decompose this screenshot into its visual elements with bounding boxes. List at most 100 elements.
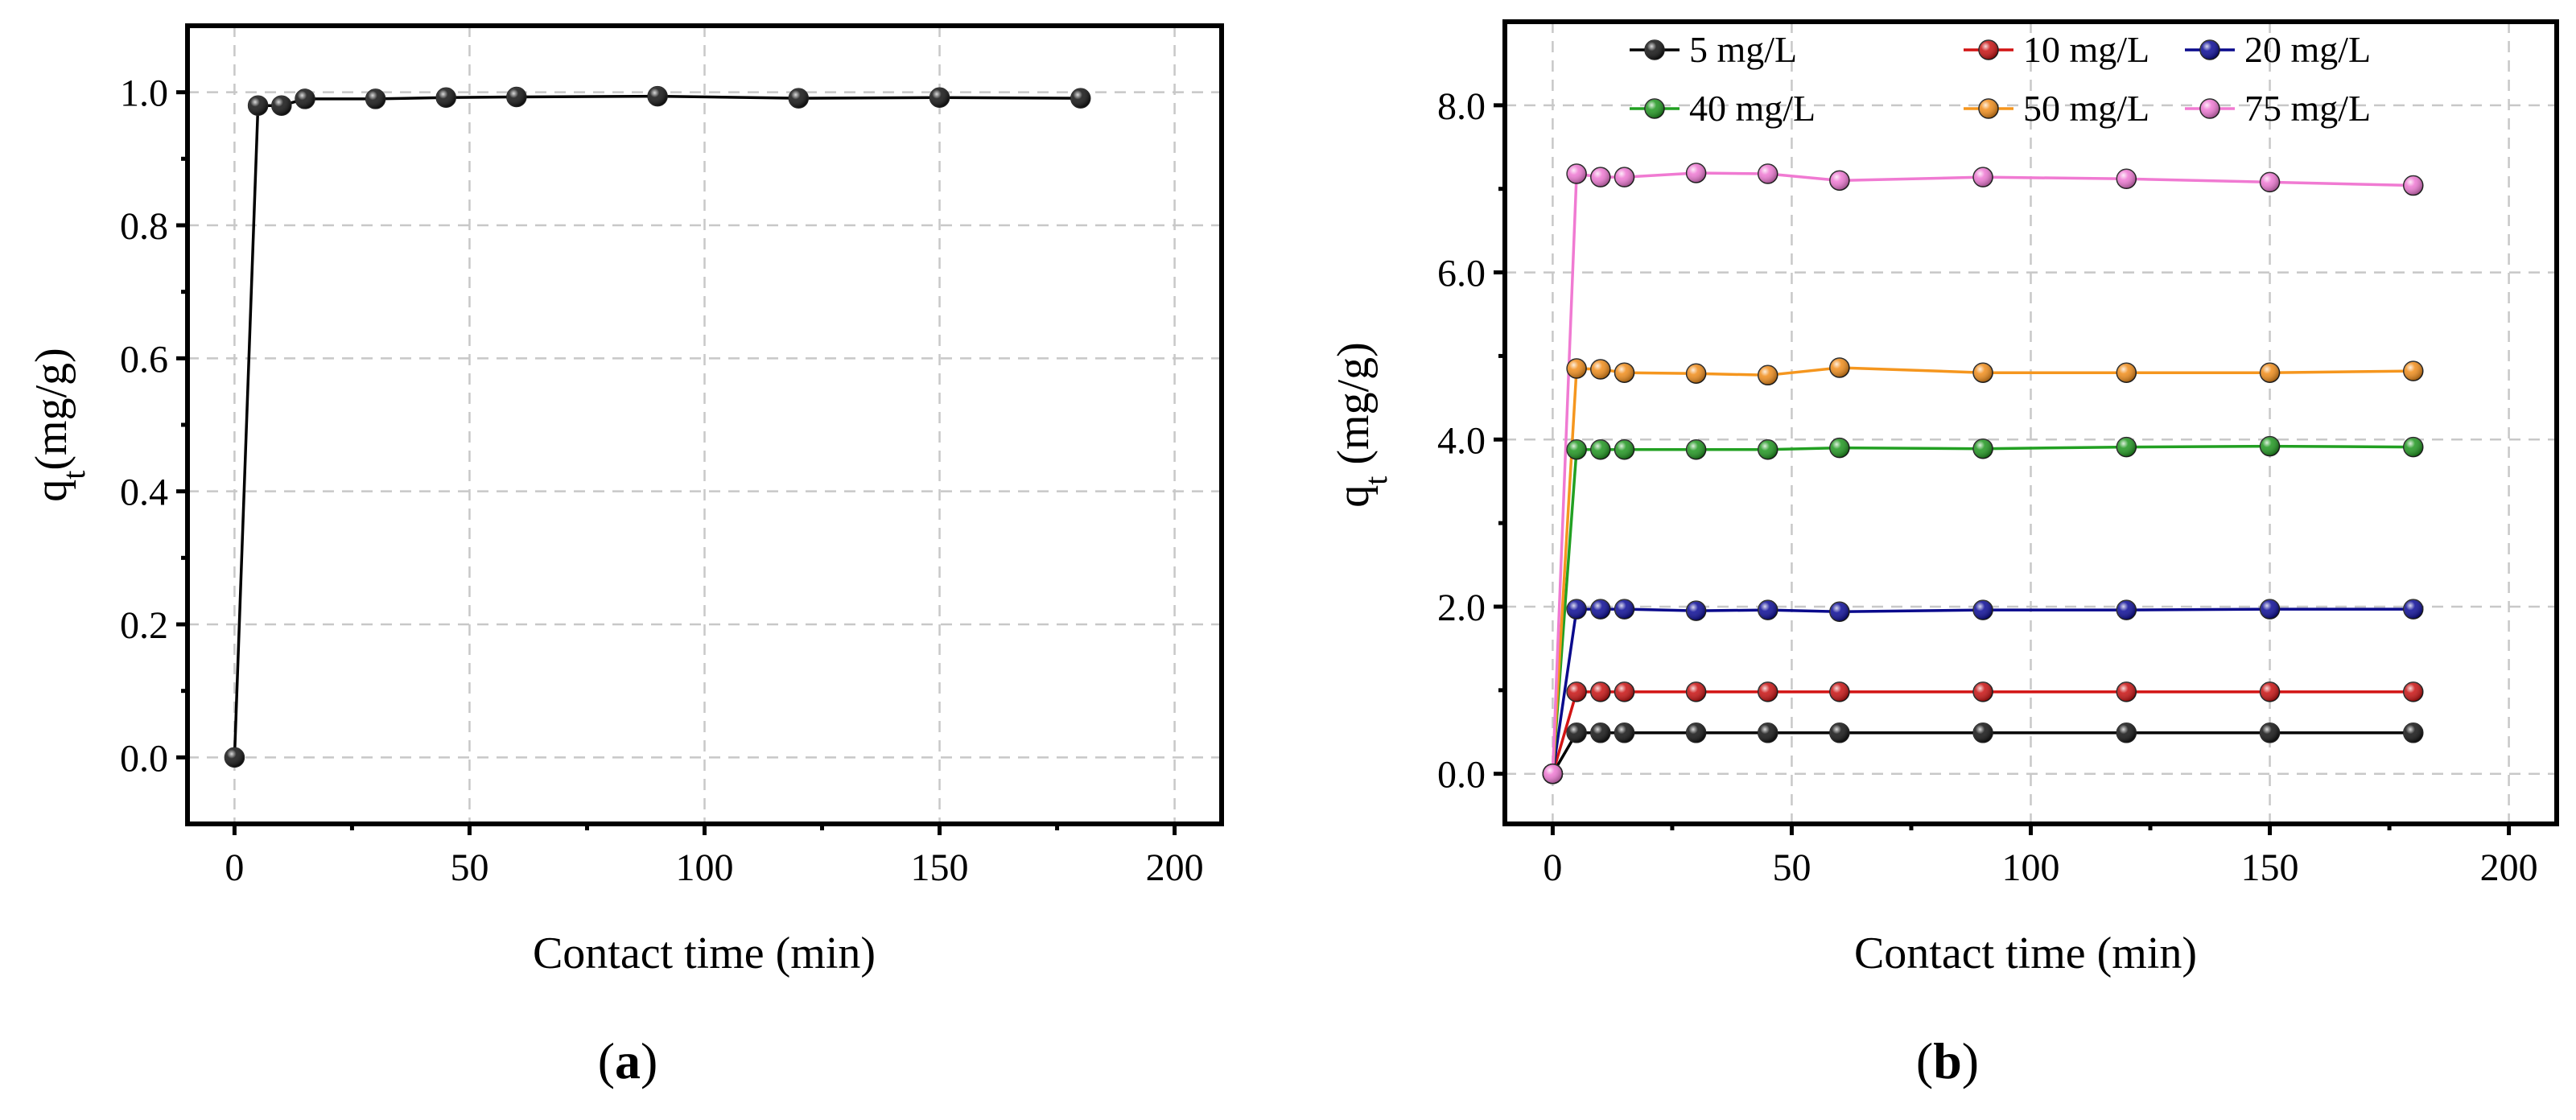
panel-b-y-tick-label-0: 0.0 <box>1437 754 1486 797</box>
panel-b-series-4-point-shade-6 <box>1829 357 1849 377</box>
panel-a-x-tick-label-0: 0 <box>225 846 244 889</box>
panel-a-y-tick-label-3: 0.6 <box>120 338 168 381</box>
panel-b-series-4-point-shade-2 <box>1590 360 1610 380</box>
panel-b-series-0-point-shade-2 <box>1590 723 1610 743</box>
panel-a-series-0-point-shade-7 <box>648 86 668 106</box>
panel-b-x-tick-label-2: 100 <box>2002 846 2060 889</box>
panel-a-gridlines <box>188 26 1222 824</box>
panel-b-series-0-point-shade-5 <box>1758 723 1778 743</box>
panel-b-series-1-point-shade-6 <box>1829 681 1849 702</box>
panel-b-series-4-point-shade-10 <box>2403 361 2423 381</box>
panel-b-series <box>1542 163 2424 784</box>
panel-a-y-tick-label-2: 0.4 <box>120 471 168 514</box>
panel-b-series-1-point-shade-2 <box>1590 681 1610 702</box>
panel-b-series-line-4 <box>1551 366 2413 774</box>
panel-a-x-axis-title: Contact time (min) <box>533 929 876 978</box>
panel-b-series-3-point-shade-3 <box>1614 439 1634 459</box>
panel-b-series-5-point-shade-9 <box>2260 172 2280 192</box>
panel-b-series-5-point-shade-5 <box>1758 164 1778 184</box>
panel-b-x-tick-label-1: 50 <box>1772 846 1811 889</box>
panel-b-series-2-point-shade-1 <box>1567 599 1587 620</box>
panel-a-y-tick-label-5: 1.0 <box>120 72 168 115</box>
panel-b-series-1-point-shade-7 <box>1973 681 1993 702</box>
panel-b-x-tick-label-4: 200 <box>2480 846 2538 889</box>
panel-b-series-5-point-shade-6 <box>1829 171 1849 191</box>
panel-b-series-3-point-shade-4 <box>1686 439 1706 459</box>
legend-marker-shade-5 <box>2200 99 2219 118</box>
legend-marker-shade-2 <box>2200 40 2219 60</box>
panel-a-x-tick-label-2: 100 <box>676 846 734 889</box>
panel-b-series-4-point-shade-3 <box>1614 363 1634 383</box>
panel-a-series-0-point-shade-8 <box>789 89 809 109</box>
panel-b-label: (b) <box>1916 1032 1979 1089</box>
panel-b-legend: 5 mg/L 10 mg/L 20 mg/L 40 mg/L 50 mg/L 75 mg/… <box>1630 29 2371 129</box>
panel-b-series-0-point-shade-4 <box>1686 723 1706 743</box>
panel-b-series-2-point-shade-6 <box>1829 602 1849 622</box>
panel-a-series-0-point-shade-2 <box>271 96 291 116</box>
panel-b-y-axis-title: qt (mg/g) <box>1329 342 1394 508</box>
panel-a-x-tick-label-3: 150 <box>911 846 969 889</box>
panel-b-series-3-point-shade-5 <box>1758 439 1778 459</box>
panel-b-series-1-point-shade-4 <box>1686 681 1706 702</box>
panel-a-x-tick-label-1: 50 <box>450 846 488 889</box>
panel-b-series-5-point-shade-4 <box>1686 163 1706 183</box>
panel-b-series-5-point-shade-3 <box>1614 167 1634 187</box>
legend-marker-shade-0 <box>1645 40 1664 60</box>
panel-b-series-4-point-shade-9 <box>2260 363 2280 383</box>
panel-b-series-3-point-shade-1 <box>1567 439 1587 459</box>
panel-a-label: (a) <box>598 1032 658 1089</box>
panel-b-x-axis-title: Contact time (min) <box>1854 929 2197 978</box>
panel-b-series-5-point-shade-2 <box>1590 167 1610 187</box>
panel-b-series-4-point-shade-7 <box>1973 363 1993 383</box>
panel-b-x-tick-label-3: 150 <box>2241 846 2299 889</box>
panel-b-series-0-point-shade-8 <box>2116 723 2137 743</box>
panel-b-series-5-point-shade-8 <box>2116 169 2137 189</box>
panel-b-series-5-point-shade-10 <box>2403 175 2423 196</box>
panel-b-series-2-point-shade-3 <box>1614 599 1634 620</box>
panel-b-series-1-point-shade-10 <box>2403 681 2423 702</box>
panel-a-series-0-point-shade-10 <box>1070 89 1090 109</box>
panel-b-series-3-point-shade-8 <box>2116 437 2137 457</box>
panel-b-y-tick-label-3: 6.0 <box>1437 253 1486 295</box>
panel-a-chart: 0 50 100 150 200 0.0 0.2 0.4 0.6 0.8 1.0 Contact t… <box>27 23 1224 1089</box>
panel-b-series-2-point-shade-10 <box>2403 599 2423 620</box>
panel-b-series-3-point-shade-2 <box>1590 439 1610 459</box>
panel-b-y-tick-label-2: 4.0 <box>1437 419 1486 462</box>
panel-b-series-0-point-shade-10 <box>2403 723 2423 743</box>
panel-a-series-0-point-shade-4 <box>365 89 385 109</box>
panel-b-series-2-point-shade-4 <box>1686 601 1706 621</box>
panel-b-series-1-point-shade-9 <box>2260 681 2280 702</box>
panel-b-series-1-point-shade-1 <box>1567 681 1587 702</box>
legend-label-5: 75 mg/L <box>2244 88 2371 129</box>
panel-b-series-2-point-shade-2 <box>1590 599 1610 620</box>
panel-b-series-3-point-shade-7 <box>1973 439 1993 459</box>
legend-label-3: 40 mg/L <box>1689 88 1816 129</box>
panel-b-series-4-point-shade-4 <box>1686 364 1706 384</box>
panel-a-series <box>224 85 1091 768</box>
panel-b-series-3-point-shade-10 <box>2403 437 2423 457</box>
panel-b-series-2-point-shade-8 <box>2116 600 2137 620</box>
panel-a-series-0-point-shade-9 <box>929 88 950 108</box>
panel-b-series-5-point-shade-7 <box>1973 167 1993 187</box>
panel-b-series-0-point-shade-9 <box>2260 723 2280 743</box>
panel-b-series-1-point-shade-8 <box>2116 681 2137 702</box>
panel-a-y-tick-label-4: 0.8 <box>120 205 168 248</box>
legend-label-2: 20 mg/L <box>2244 29 2371 70</box>
panel-b-series-2-point-shade-9 <box>2260 599 2280 620</box>
panel-a-x-tick-label-4: 200 <box>1146 846 1204 889</box>
panel-a-y-tick-label-0: 0.0 <box>120 737 168 780</box>
panel-b-x-tick-label-0: 0 <box>1543 846 1562 889</box>
legend-label-1: 10 mg/L <box>2023 29 2149 70</box>
panel-a-y-axis-title: qt(mg/g) <box>27 348 92 502</box>
panel-b-series-3-point-shade-6 <box>1829 438 1849 458</box>
panel-b-series-0-point-shade-3 <box>1614 723 1634 743</box>
legend-label-0: 5 mg/L <box>1689 29 1797 70</box>
panel-a-series-0-point-shade-1 <box>248 96 268 116</box>
panel-b-y-tick-label-1: 2.0 <box>1437 587 1486 629</box>
panel-b-series-0-point-shade-1 <box>1567 723 1587 743</box>
panel-b-series-2-point-shade-7 <box>1973 600 1993 620</box>
legend-marker-shade-1 <box>1979 40 1998 60</box>
panel-b-series-4-point-shade-8 <box>2116 363 2137 383</box>
panel-a-series-0-point-shade-3 <box>295 89 315 109</box>
